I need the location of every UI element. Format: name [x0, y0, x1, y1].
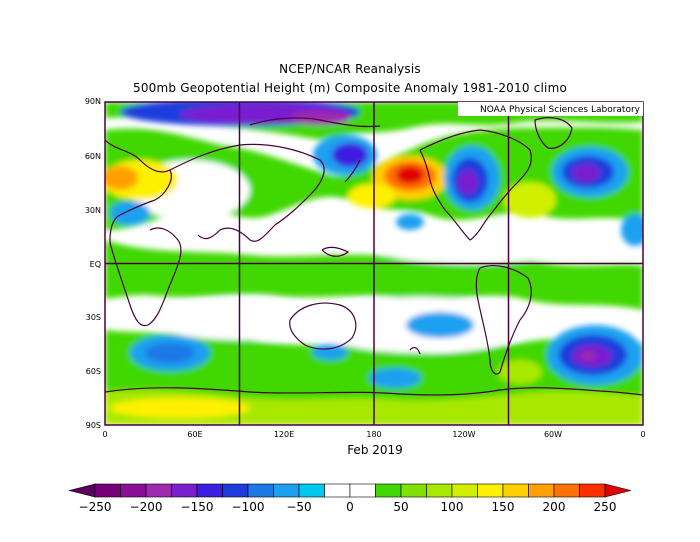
- colorbar-swatch: [94, 483, 121, 498]
- colorbar-swatch: [477, 483, 504, 498]
- map-subtitle: 500mb Geopotential Height (m) Composite …: [132, 81, 568, 95]
- colorbar-label: 0: [346, 500, 354, 514]
- colorbar-swatch: [298, 483, 325, 498]
- colorbar-swatch: [451, 483, 478, 498]
- colorbar-swatch: [502, 483, 529, 498]
- colorbar-label: −150: [181, 500, 214, 514]
- colorbar-swatch: [247, 483, 274, 498]
- colorbar-label: 100: [441, 500, 464, 514]
- lon-tick: 0: [102, 430, 107, 439]
- colorbar-label: −100: [232, 500, 265, 514]
- lon-tick: 180: [366, 430, 381, 439]
- time-label: Feb 2019: [347, 443, 403, 457]
- colorbar-swatch: [324, 483, 351, 498]
- colorbar-swatch: [349, 483, 376, 498]
- lon-tick: 120E: [274, 430, 294, 439]
- colorbar-labels: −250 −200 −150 −100 −50 0 50 100 150 200 250: [79, 500, 617, 514]
- colorbar-swatch: [579, 483, 606, 498]
- colorbar-swatch: [400, 483, 427, 498]
- colorbar-swatch: [171, 483, 198, 498]
- colorbar-swatch: [528, 483, 555, 498]
- colorbar-label: 200: [543, 500, 566, 514]
- colorbar-label: 50: [393, 500, 408, 514]
- colorbar-swatch: [120, 483, 147, 498]
- lon-tick: 60E: [187, 430, 202, 439]
- colorbar-label: −250: [79, 500, 112, 514]
- colorbar: −250 −200 −150 −100 −50 0 50 100 150 200 250: [68, 483, 632, 514]
- lat-tick: 60S: [86, 367, 101, 376]
- lat-tick-labels: 90N 60N 30N EQ 30S 60S 90S: [85, 97, 101, 430]
- colorbar-label: 250: [594, 500, 617, 514]
- colorbar-label: −200: [130, 500, 163, 514]
- colorbar-swatch: [375, 483, 402, 498]
- colorbar-min-arrow: [68, 483, 96, 498]
- colorbar-swatch: [196, 483, 223, 498]
- colorbar-swatch: [553, 483, 580, 498]
- credit-box: [458, 102, 643, 116]
- colorbar-swatches: [68, 483, 632, 498]
- map-title: NCEP/NCAR Reanalysis: [279, 62, 421, 76]
- colorbar-max-arrow: [604, 483, 632, 498]
- colorbar-label: −50: [286, 500, 311, 514]
- credit-text: NOAA Physical Sciences Laboratory: [480, 105, 641, 115]
- lon-tick: 120W: [452, 430, 475, 439]
- lon-tick: 0: [640, 430, 645, 439]
- colorbar-label: 150: [492, 500, 515, 514]
- lat-tick: 30S: [86, 313, 101, 322]
- lat-tick: 30N: [85, 206, 101, 215]
- colorbar-swatch: [222, 483, 249, 498]
- lat-tick: 60N: [85, 152, 101, 161]
- map-frame: [104, 101, 644, 426]
- lon-tick-labels: 0 60E 120E 180 120W 60W 0: [102, 430, 645, 439]
- lon-tick: 60W: [544, 430, 562, 439]
- colorbar-swatch: [145, 483, 172, 498]
- colorbar-swatch: [273, 483, 300, 498]
- colorbar-swatch: [426, 483, 453, 498]
- coastlines: [105, 117, 643, 396]
- lat-tick: EQ: [90, 260, 101, 269]
- lat-tick: 90S: [86, 421, 101, 430]
- anomaly-map: NOAA Physical Sciences Laboratory 90N 60…: [85, 97, 646, 439]
- graticule: [105, 102, 643, 425]
- lat-tick: 90N: [85, 97, 101, 106]
